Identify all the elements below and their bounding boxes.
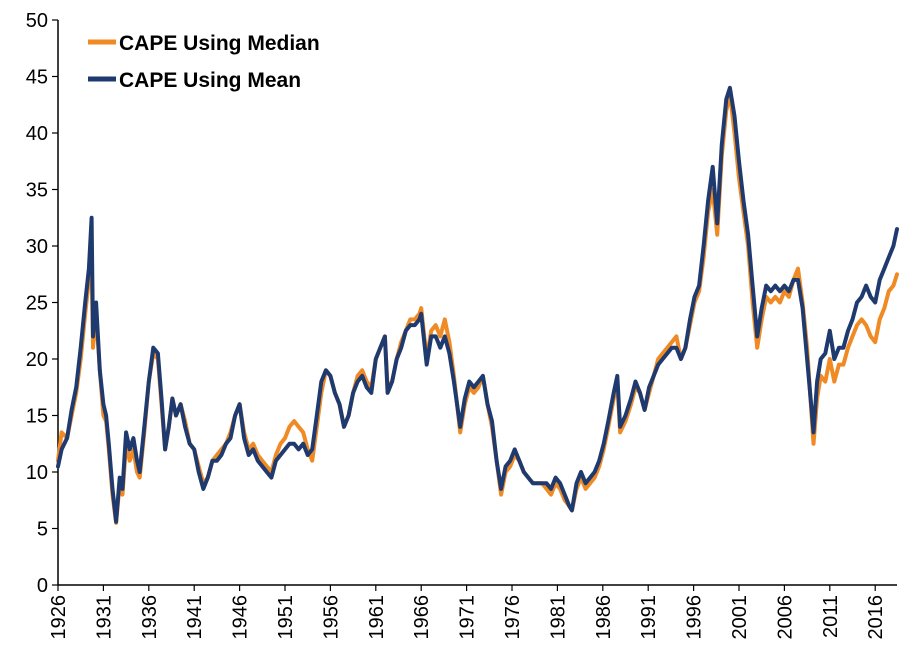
y-tick-label: 35: [26, 180, 48, 202]
x-tick-label: 1981: [547, 595, 569, 640]
y-tick-label: 0: [37, 575, 48, 597]
y-tick-label: 20: [26, 349, 48, 371]
x-tick-label: 1971: [457, 595, 479, 640]
x-tick-label: 1961: [366, 595, 388, 640]
series-layer: [56, 85, 899, 525]
x-tick-label: 1931: [93, 595, 115, 640]
y-tick-label: 50: [26, 10, 48, 32]
x-tick-label: 1986: [593, 595, 615, 640]
y-tick-label: 10: [26, 462, 48, 484]
x-tick-label: 2016: [865, 595, 887, 640]
x-tick-label: 1926: [48, 595, 70, 640]
series-line-mean: [56, 85, 899, 524]
x-tick-label: 1991: [638, 595, 660, 640]
y-tick-label: 25: [26, 293, 48, 315]
y-tick-label: 40: [26, 123, 48, 145]
x-axis-ticks: 1926 1931 1936 1941 1946 1951 1956 1961 1966 1971…: [48, 585, 887, 640]
legend-label-mean: CAPE Using Mean: [119, 69, 301, 92]
y-tick-label: 15: [26, 406, 48, 428]
y-tick-label: 5: [37, 519, 48, 541]
x-tick-label: 1996: [684, 595, 706, 640]
legend-label-median: CAPE Using Median: [119, 32, 320, 55]
x-tick-label: 1936: [139, 595, 161, 640]
x-tick-label: 1941: [184, 595, 206, 640]
x-tick-label: 1951: [275, 595, 297, 640]
y-tick-label: 30: [26, 236, 48, 258]
x-tick-label: 1976: [502, 595, 524, 640]
x-tick-label: 2001: [729, 595, 751, 640]
series-line-median: [56, 91, 899, 525]
x-tick-label: 1946: [230, 595, 252, 640]
y-tick-label: 45: [26, 67, 48, 89]
x-tick-label: 1966: [411, 595, 433, 640]
x-tick-label: 1956: [320, 595, 342, 640]
x-tick-label: 2011: [820, 595, 842, 638]
legend: CAPE Using Median CAPE Using Mean: [88, 32, 320, 92]
x-tick-label: 2006: [774, 595, 796, 640]
y-axis-ticks: 0 5 10 15 20 25 30 35 40 45 50: [26, 10, 58, 597]
